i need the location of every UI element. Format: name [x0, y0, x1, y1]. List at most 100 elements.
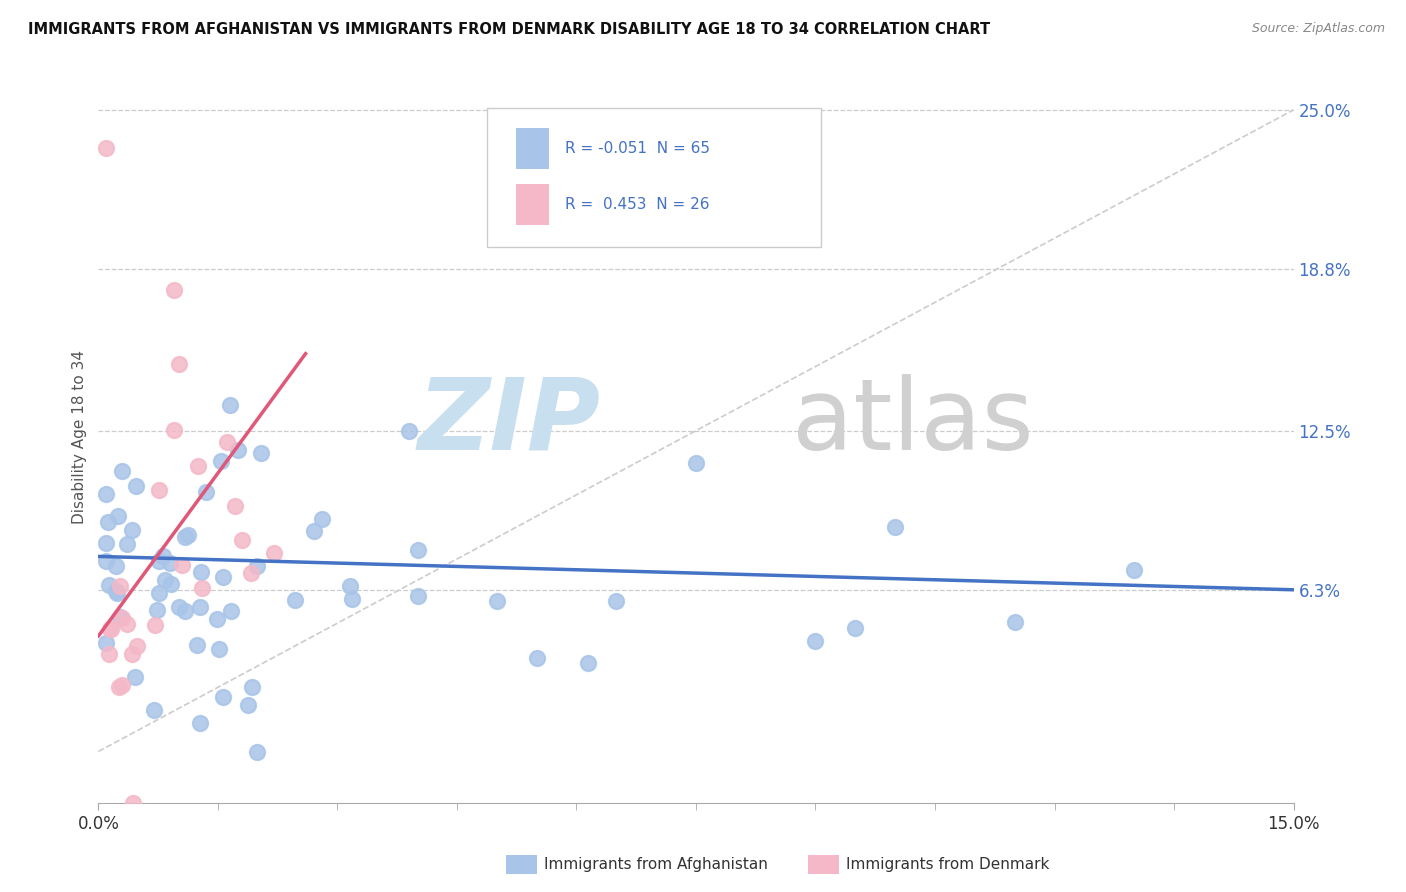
Point [246, 558, 269, 573]
Point [884, 520, 907, 534]
Point [605, 594, 627, 608]
Point [191, 582, 214, 596]
Point [1004, 615, 1026, 630]
Point [340, 591, 363, 606]
Point [174, 604, 197, 618]
Point [96, 636, 118, 650]
Point [96, 808, 118, 822]
Bar [516, 185, 548, 225]
Point [231, 533, 253, 547]
Point [236, 698, 259, 713]
Point [186, 638, 208, 652]
Point [167, 600, 190, 615]
Point [98, 578, 121, 592]
Point [142, 703, 165, 717]
Point [104, 558, 127, 573]
Point [398, 424, 420, 438]
Point [96, 487, 118, 501]
Point [111, 464, 134, 478]
Point [446, 806, 468, 821]
Text: IMMIGRANTS FROM AFGHANISTAN VS IMMIGRANTS FROM DENMARK DISABILITY AGE 18 TO 34 C: IMMIGRANTS FROM AFGHANISTAN VS IMMIGRANT… [28, 22, 990, 37]
Point [242, 680, 264, 694]
Point [174, 530, 197, 544]
Point [98, 647, 121, 661]
Point [153, 573, 176, 587]
Point [100, 623, 122, 637]
Point [125, 639, 148, 653]
Point [188, 600, 211, 615]
Point [219, 398, 242, 412]
Point [208, 642, 231, 657]
Point [152, 549, 174, 563]
Point [108, 680, 131, 694]
Point [96, 536, 118, 550]
Point [240, 566, 263, 580]
Bar [516, 128, 548, 169]
Point [485, 594, 508, 608]
Text: ZIP: ZIP [418, 374, 600, 471]
Point [217, 435, 239, 450]
Y-axis label: Disability Age 18 to 34: Disability Age 18 to 34 [72, 350, 87, 524]
Point [526, 650, 548, 665]
Point [188, 715, 211, 730]
Point [844, 622, 866, 636]
Point [121, 796, 143, 810]
Point [96, 553, 118, 567]
Point [284, 592, 307, 607]
Point [190, 565, 212, 579]
Point [576, 656, 599, 670]
Text: Immigrants from Denmark: Immigrants from Denmark [846, 857, 1050, 871]
Text: Immigrants from Afghanistan: Immigrants from Afghanistan [544, 857, 768, 871]
Point [406, 542, 429, 557]
Point [205, 612, 228, 626]
Text: atlas: atlas [792, 374, 1033, 471]
Point [98, 622, 121, 636]
Point [406, 589, 429, 603]
Point [804, 634, 827, 648]
Point [263, 546, 285, 560]
Point [1123, 564, 1146, 578]
Point [148, 586, 170, 600]
Point [160, 576, 183, 591]
Point [167, 357, 190, 371]
Point [250, 446, 273, 460]
Point [163, 283, 186, 297]
Point [107, 508, 129, 523]
Point [96, 141, 118, 155]
Point [117, 616, 139, 631]
Point [212, 570, 235, 584]
Point [195, 485, 218, 500]
Point [685, 456, 707, 470]
Text: Source: ZipAtlas.com: Source: ZipAtlas.com [1251, 22, 1385, 36]
Point [209, 453, 232, 467]
Point [121, 524, 143, 538]
Point [146, 603, 169, 617]
Point [125, 478, 148, 492]
Point [105, 586, 128, 600]
Point [212, 690, 235, 705]
Point [115, 537, 138, 551]
Point [228, 442, 250, 457]
Point [121, 647, 143, 661]
Point [224, 499, 246, 513]
Point [311, 512, 333, 526]
Point [339, 579, 361, 593]
Point [110, 609, 132, 624]
Point [162, 424, 184, 438]
Point [148, 554, 170, 568]
FancyBboxPatch shape [486, 108, 821, 247]
Text: R = -0.051  N = 65: R = -0.051 N = 65 [565, 141, 710, 156]
Text: R =  0.453  N = 26: R = 0.453 N = 26 [565, 197, 709, 212]
Point [187, 459, 209, 474]
Point [110, 579, 132, 593]
Point [246, 745, 269, 759]
Point [219, 604, 242, 618]
Point [177, 528, 200, 542]
Point [124, 669, 146, 683]
Point [170, 558, 193, 573]
Point [97, 516, 120, 530]
Point [302, 524, 325, 538]
Point [105, 583, 128, 598]
Point [143, 618, 166, 632]
Point [148, 483, 170, 497]
